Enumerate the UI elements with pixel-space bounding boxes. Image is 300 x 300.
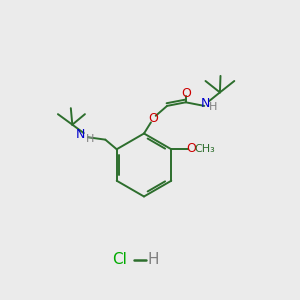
Text: O: O <box>148 112 158 125</box>
Text: H: H <box>209 102 218 112</box>
Text: H: H <box>147 252 159 267</box>
Text: H: H <box>86 134 94 144</box>
Text: O: O <box>187 142 196 155</box>
Text: N: N <box>201 97 211 110</box>
Text: N: N <box>76 128 85 141</box>
Text: Cl: Cl <box>112 252 128 267</box>
Text: O: O <box>181 87 190 101</box>
Text: CH₃: CH₃ <box>194 144 215 154</box>
